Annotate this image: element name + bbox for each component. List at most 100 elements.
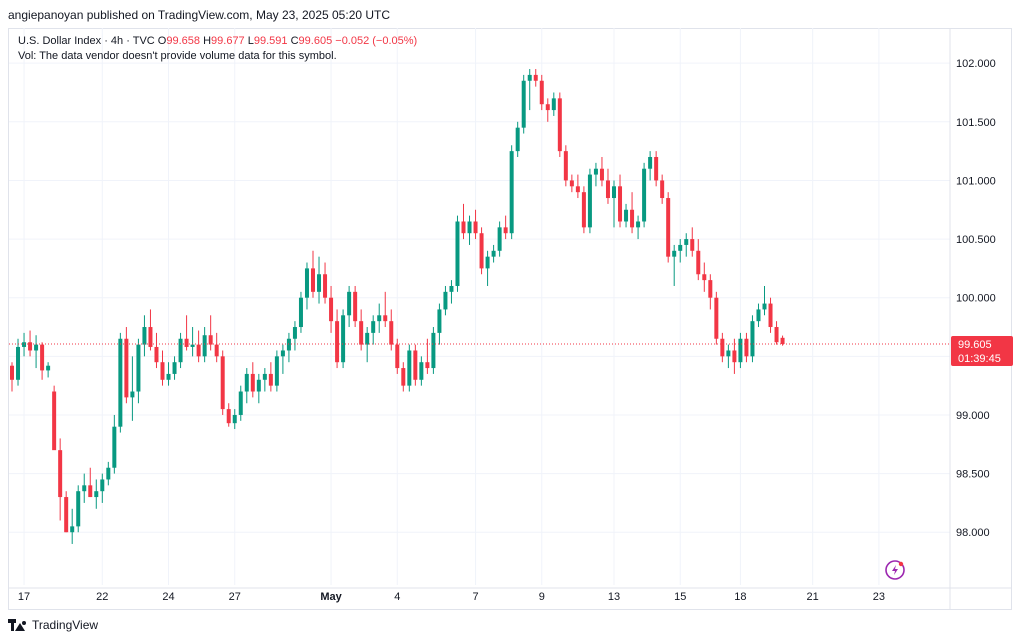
candle (184, 315, 189, 351)
candle (654, 151, 659, 187)
candle (425, 338, 430, 374)
candle-body (461, 221, 466, 234)
candle (726, 344, 731, 369)
candle (666, 192, 671, 263)
candle (317, 256, 322, 304)
candle (76, 485, 81, 533)
candle (624, 203, 629, 228)
candle (335, 309, 340, 369)
candle (618, 174, 623, 228)
candle-body (323, 274, 328, 298)
candle (491, 244, 496, 263)
candle-body (256, 379, 261, 392)
legend-symbol[interactable]: U.S. Dollar Index · 4h · TVC (18, 35, 155, 47)
time-tick-label: 7 (472, 591, 478, 603)
candle (347, 285, 352, 328)
candle-body (220, 356, 225, 410)
candle-body (407, 350, 412, 386)
candle-body (780, 337, 785, 345)
time-tick-label: 4 (394, 591, 400, 603)
candle-body (491, 250, 496, 257)
candle (118, 332, 123, 433)
candle (94, 479, 99, 509)
candle (557, 92, 562, 157)
candle-body (762, 303, 767, 310)
candle-body (208, 335, 213, 345)
candle-body (551, 98, 556, 111)
candle-body (22, 342, 27, 347)
candle (124, 327, 129, 404)
candle-body (112, 426, 117, 468)
candle-body (660, 180, 665, 199)
candle (274, 350, 279, 392)
candle (214, 332, 219, 363)
candle-body (774, 327, 779, 343)
candle (286, 332, 291, 363)
candle-body (100, 479, 105, 492)
candle (208, 315, 213, 351)
candle (16, 338, 21, 386)
candle-body (696, 250, 701, 275)
candle (684, 233, 689, 257)
candle (509, 145, 514, 240)
legend-close: 99.605 (298, 35, 333, 47)
candle (642, 162, 647, 228)
candle (250, 362, 255, 398)
candle (708, 274, 713, 310)
candle-body (154, 346, 159, 363)
candle-body (166, 373, 171, 380)
candle-body (630, 209, 635, 228)
price-tick-label: 98.000 (956, 527, 990, 539)
candle-body (527, 74, 532, 81)
time-tick-label: May (320, 591, 342, 603)
price-tick-label: 101.500 (956, 117, 996, 129)
candle (383, 291, 388, 328)
candle (40, 342, 45, 380)
candle-body (395, 344, 400, 369)
candle-body (473, 221, 478, 234)
candle (256, 373, 261, 404)
candle-body (690, 239, 695, 251)
candle (750, 315, 755, 363)
candle-body (678, 244, 683, 251)
tradingview-logo[interactable]: TradingView (8, 618, 98, 632)
candle (599, 156, 604, 187)
legend-change: −0.052 (−0.05%) (335, 35, 418, 47)
tradingview-brand: TradingView (32, 618, 99, 632)
candle-body (726, 350, 731, 357)
candle-body (341, 315, 346, 363)
price-tick-label: 100.000 (956, 293, 996, 305)
candle (70, 508, 75, 544)
time-tick-label: 22 (96, 591, 108, 603)
candle (756, 303, 761, 328)
candle (220, 350, 225, 415)
time-tick-label: 27 (229, 591, 241, 603)
candles (10, 69, 785, 544)
lightning-icon[interactable] (885, 560, 905, 580)
candle-body (298, 297, 303, 328)
time-tick-label: 9 (539, 591, 545, 603)
price-axis[interactable]: 98.00098.50099.00099.500100.000100.50010… (949, 28, 996, 610)
candle-body (389, 321, 394, 345)
candle-body (539, 80, 544, 105)
candle (154, 332, 159, 369)
candle-body (202, 335, 207, 357)
candle-body (88, 485, 93, 498)
candle-body (497, 227, 502, 251)
time-axis[interactable]: 17 22 24 27 May 4 7 9 13 15 18 21 23 (8, 587, 1012, 603)
candle-body (599, 168, 604, 181)
candle (226, 403, 231, 427)
candle-body (569, 180, 574, 187)
candle-body (563, 151, 568, 181)
candle (485, 250, 490, 286)
candle (660, 174, 665, 204)
time-tick-label: 24 (162, 591, 174, 603)
candle (413, 344, 418, 386)
price-tick-label: 99.000 (956, 410, 990, 422)
candle (581, 186, 586, 234)
candle (244, 368, 249, 404)
candle-body (750, 321, 755, 357)
candle-body (467, 221, 472, 234)
candle (371, 315, 376, 345)
